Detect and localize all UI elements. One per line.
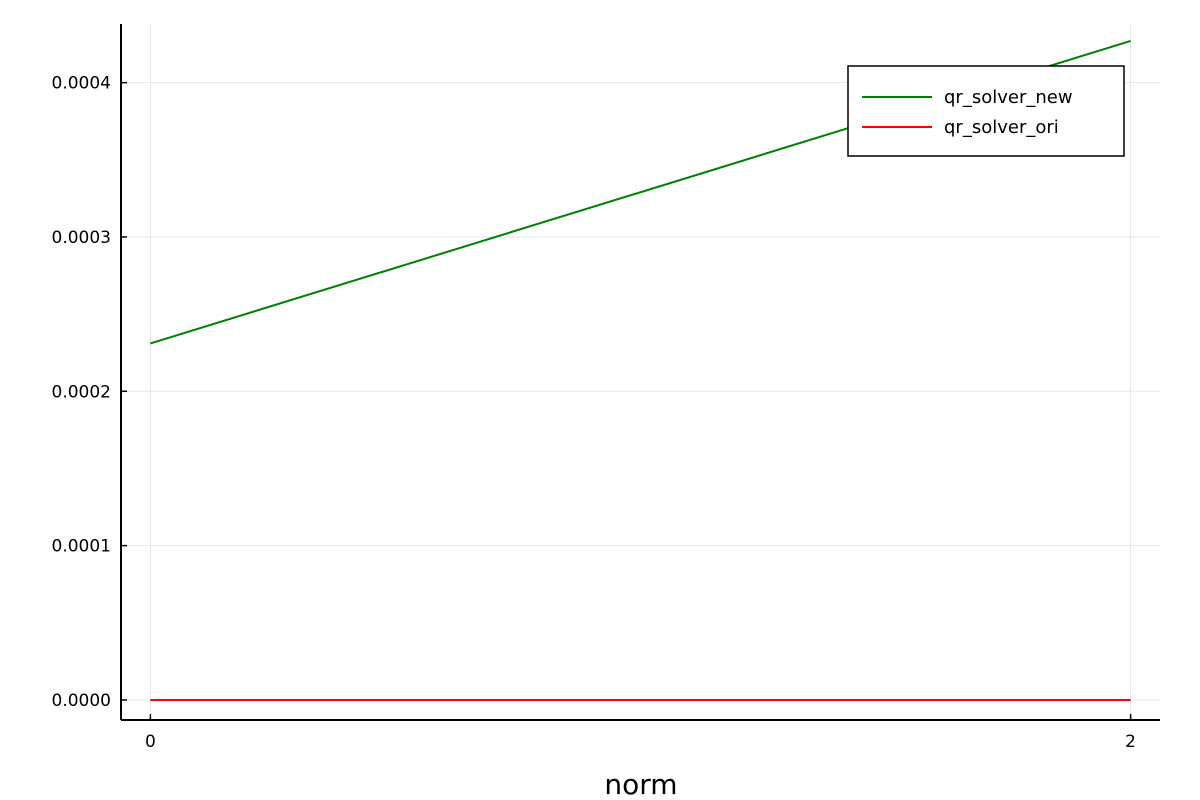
grid [121,24,1160,720]
y-tick-label: 0.0004 [52,74,111,94]
legend: qr_solver_new qr_solver_ori [847,65,1125,157]
y-tick-label: 0.0002 [52,382,111,402]
ticks: 0.0000 0.0001 0.0002 0.0003 0.0004 0 2 [52,74,1136,752]
legend-box [847,65,1125,157]
y-tick-label: 0.0000 [52,691,111,711]
axes [120,24,1160,721]
x-tick-label: 2 [1125,732,1136,752]
x-tick-label: 0 [145,732,156,752]
x-axis-title: norm [604,768,677,800]
y-tick-label: 0.0001 [52,537,111,557]
legend-label-qr-solver-ori: qr_solver_ori [944,117,1059,138]
legend-label-qr-solver-new: qr_solver_new [944,87,1073,108]
y-tick-label: 0.0003 [52,228,111,248]
